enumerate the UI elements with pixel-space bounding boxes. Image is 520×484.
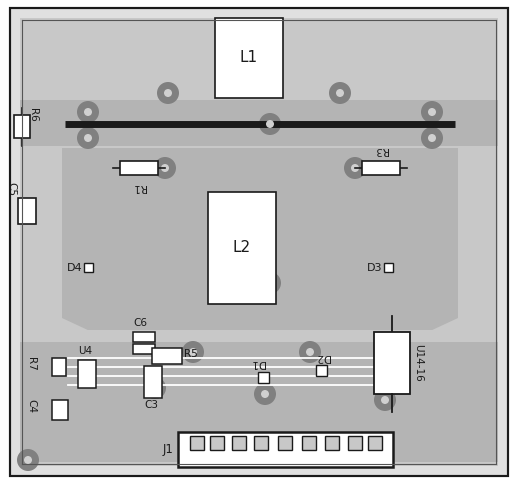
Text: R3: R3	[374, 145, 388, 155]
Circle shape	[329, 82, 351, 104]
Circle shape	[84, 108, 92, 116]
Bar	[316, 365, 327, 376]
Text: L1: L1	[240, 50, 258, 65]
Text: R5: R5	[184, 349, 198, 359]
Circle shape	[374, 389, 396, 411]
Bar	[302, 436, 316, 450]
Circle shape	[84, 134, 92, 142]
Bar	[258, 372, 269, 383]
Bar	[215, 18, 283, 98]
Bar	[133, 332, 155, 342]
Circle shape	[428, 108, 436, 116]
Bar	[210, 436, 224, 450]
Bar	[14, 115, 30, 138]
Bar	[120, 161, 158, 175]
Circle shape	[151, 384, 159, 392]
Bar	[374, 332, 410, 394]
Circle shape	[336, 89, 344, 97]
Bar	[84, 263, 93, 272]
Circle shape	[77, 127, 99, 149]
Bar	[20, 330, 498, 466]
Bar	[325, 436, 339, 450]
Bar	[20, 342, 498, 462]
Text: J1: J1	[163, 442, 174, 455]
Bar	[362, 161, 400, 175]
Bar	[144, 366, 162, 398]
Circle shape	[77, 101, 99, 123]
Bar	[52, 400, 68, 420]
Circle shape	[164, 89, 172, 97]
Circle shape	[259, 272, 281, 294]
Text: C4: C4	[26, 399, 36, 413]
Circle shape	[259, 113, 281, 135]
Bar	[368, 436, 382, 450]
Text: C6: C6	[133, 318, 147, 328]
Circle shape	[428, 134, 436, 142]
Circle shape	[157, 82, 179, 104]
Text: R1: R1	[132, 182, 146, 192]
Circle shape	[266, 279, 274, 287]
Bar	[384, 263, 393, 272]
Text: U14-16: U14-16	[413, 344, 423, 382]
Text: C5: C5	[6, 182, 16, 196]
Circle shape	[24, 456, 32, 464]
Bar	[20, 100, 498, 146]
Circle shape	[351, 164, 359, 172]
Text: C3: C3	[144, 400, 158, 410]
Bar	[178, 432, 393, 467]
Circle shape	[299, 341, 321, 363]
Bar	[133, 344, 155, 354]
Polygon shape	[62, 148, 458, 345]
Circle shape	[189, 348, 197, 356]
Text: U4: U4	[78, 346, 92, 356]
Circle shape	[421, 101, 443, 123]
Circle shape	[306, 348, 314, 356]
Text: R6: R6	[28, 108, 38, 122]
Circle shape	[144, 377, 166, 399]
Bar	[18, 198, 36, 224]
Circle shape	[182, 341, 204, 363]
Circle shape	[161, 164, 169, 172]
Text: R7: R7	[26, 357, 36, 371]
Circle shape	[344, 157, 366, 179]
Bar	[254, 436, 268, 450]
Circle shape	[266, 120, 274, 128]
Text: D2: D2	[316, 352, 330, 362]
Bar	[278, 436, 292, 450]
Circle shape	[381, 396, 389, 404]
Circle shape	[261, 390, 269, 398]
Text: D3: D3	[367, 263, 382, 273]
Text: D4: D4	[67, 263, 82, 273]
Bar	[152, 348, 182, 364]
Bar	[208, 192, 276, 304]
Text: D1: D1	[251, 358, 265, 368]
Bar	[190, 436, 204, 450]
Circle shape	[254, 383, 276, 405]
Circle shape	[421, 127, 443, 149]
Circle shape	[154, 157, 176, 179]
Bar	[52, 358, 66, 376]
Bar	[78, 360, 96, 388]
Circle shape	[17, 449, 39, 471]
Bar	[232, 436, 246, 450]
Bar	[348, 436, 362, 450]
Text: L2: L2	[233, 241, 251, 256]
